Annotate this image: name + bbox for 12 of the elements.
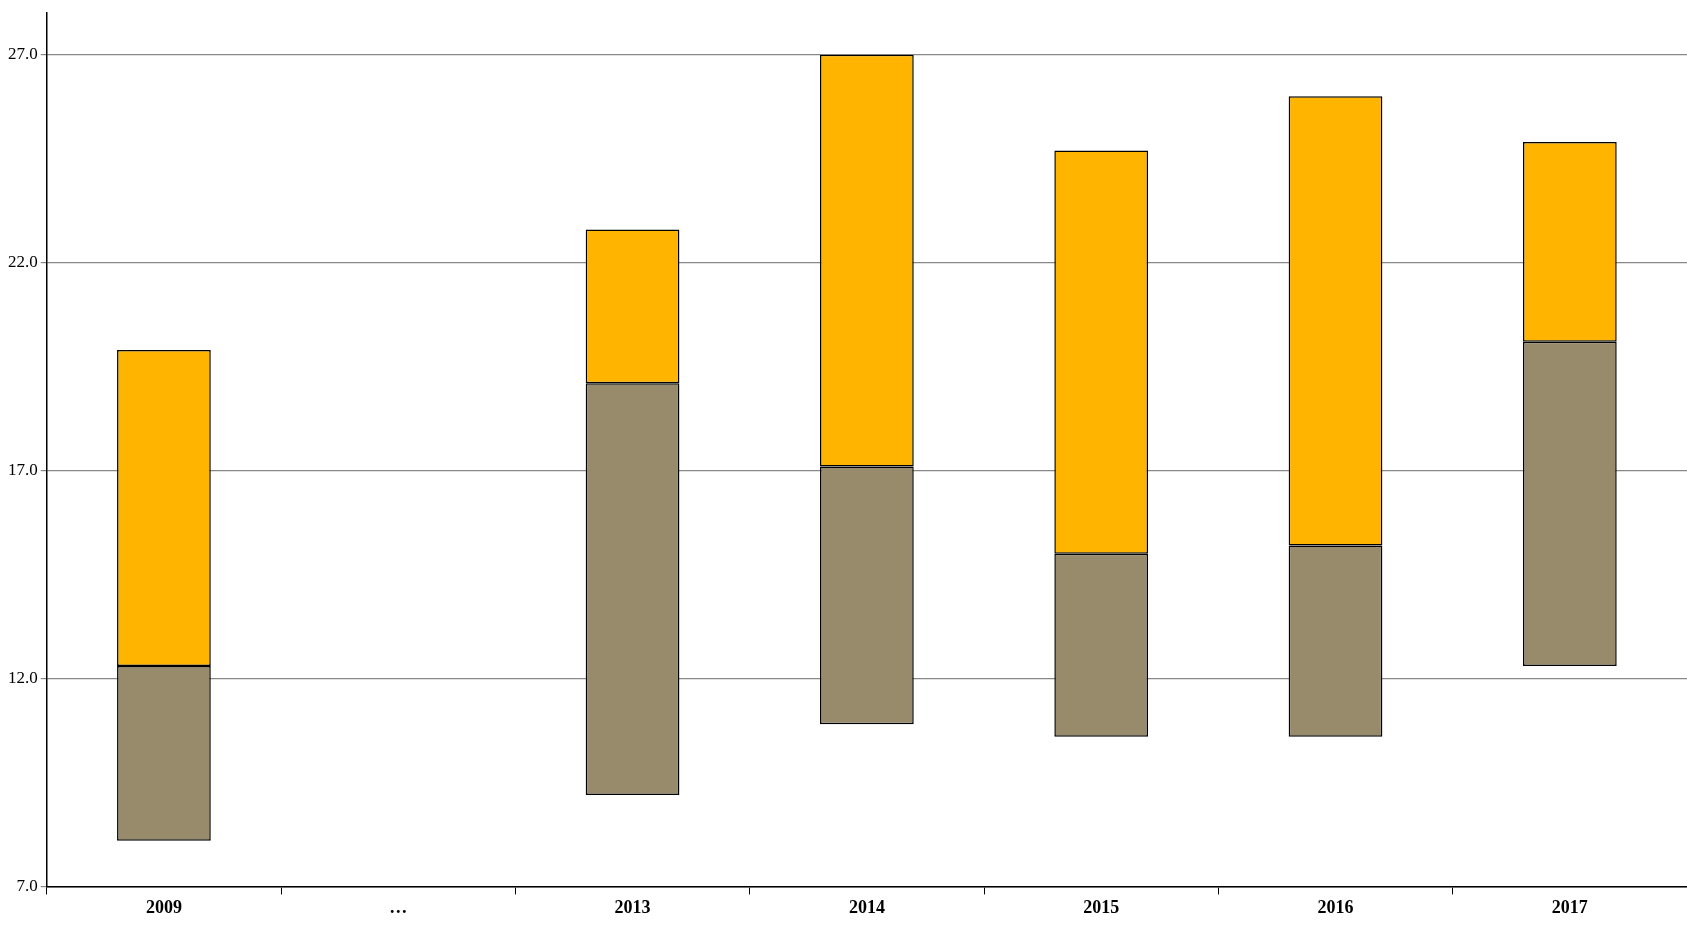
x-tick-label: 2016 [1317,896,1354,917]
x-tick-label: 2009 [145,896,182,917]
x-tick-label: 2015 [1083,896,1120,917]
x-tick-label: … [389,896,408,917]
y-tick-label: 7.0 [16,875,38,895]
x-tick-label: 2014 [848,896,885,917]
y-tick-label: 17.0 [8,460,38,480]
y-tick-label: 27.0 [8,44,38,64]
x-tick-label: 2017 [1551,896,1588,917]
y-tick-label: 12.0 [8,667,38,687]
x-tick-label: 2013 [614,896,651,917]
y-tick-label: 22.0 [8,252,38,272]
